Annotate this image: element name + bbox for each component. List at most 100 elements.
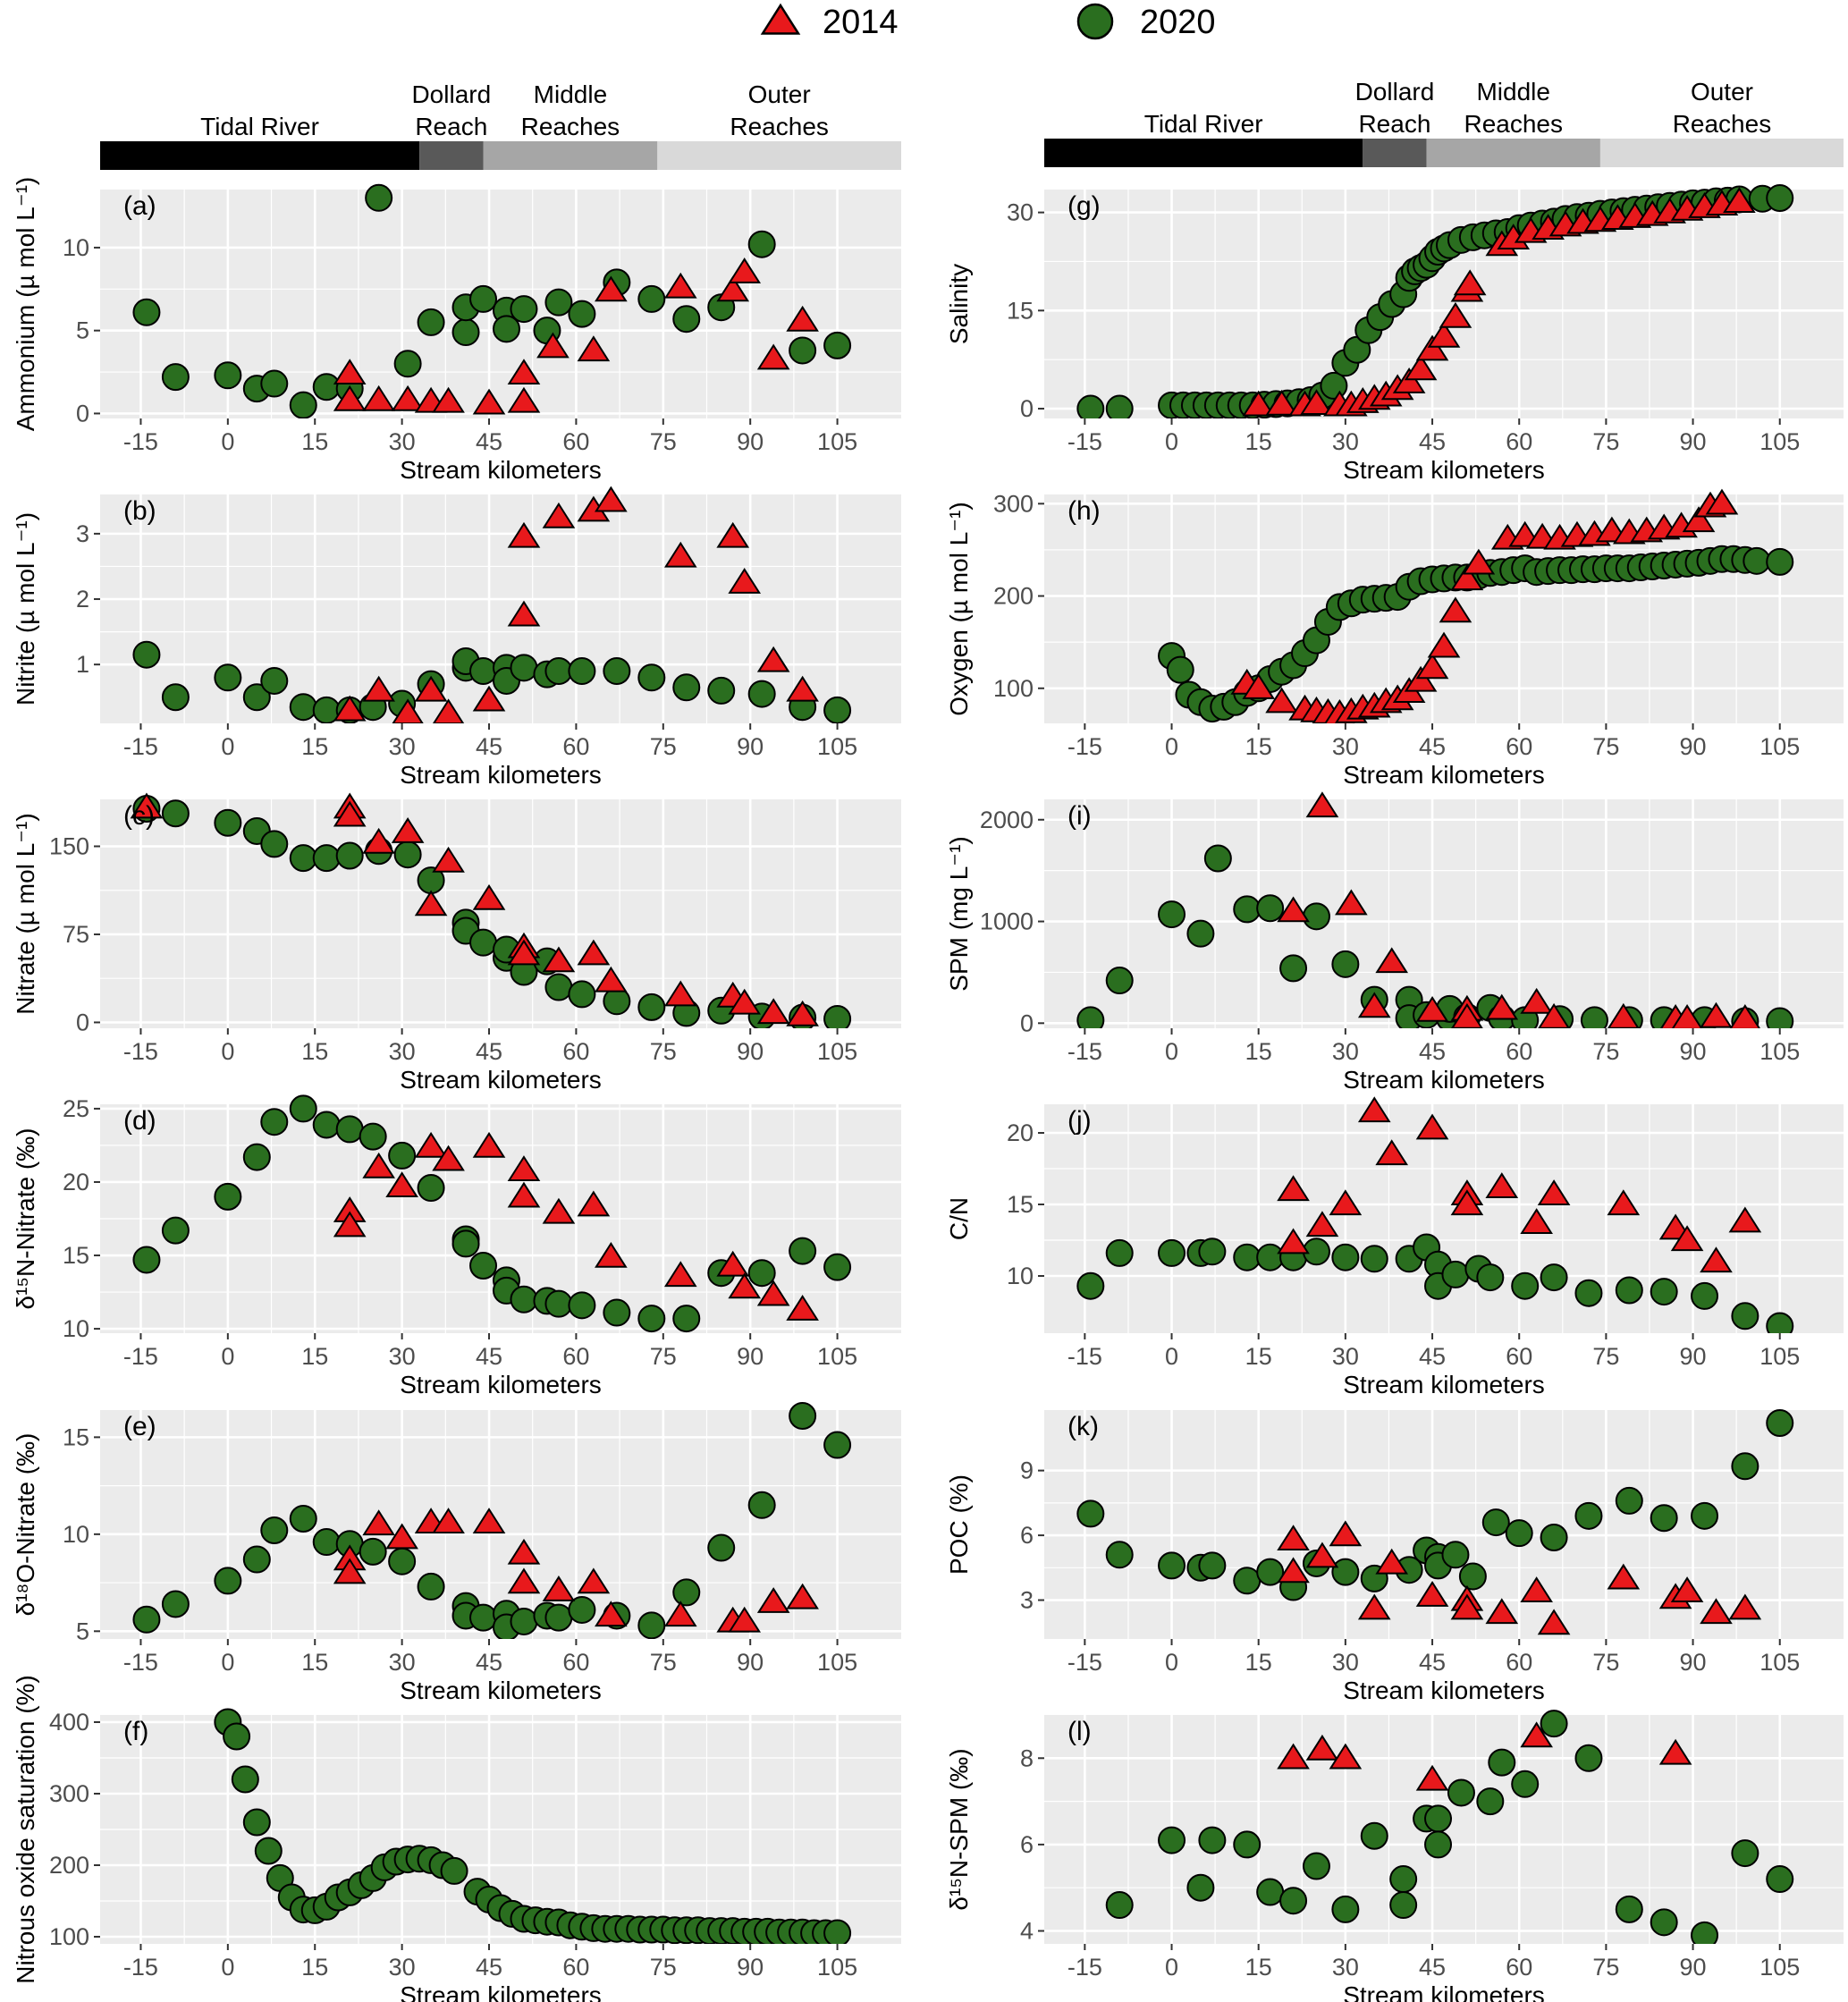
panel-letter: (c) <box>123 801 155 831</box>
point-2020 <box>1488 1748 1516 1777</box>
point-2014 <box>507 359 541 385</box>
point-2014 <box>472 883 506 910</box>
x-tick-label: 0 <box>1165 733 1178 760</box>
panel-background <box>100 799 901 1028</box>
point-2020 <box>1540 1710 1568 1738</box>
point-2014 <box>333 800 367 827</box>
point-2020 <box>603 1298 631 1327</box>
reach-bar-3-col0 <box>657 141 901 170</box>
point-2014 <box>595 275 628 302</box>
point-2020 <box>1076 1499 1105 1528</box>
x-axis-title: Stream kilometers <box>1343 761 1545 789</box>
x-tick-label: 90 <box>737 1038 764 1065</box>
x-tick-label: 90 <box>737 733 764 760</box>
point-2014 <box>1670 1576 1704 1603</box>
point-2020 <box>417 1572 445 1601</box>
x-tick-label: 15 <box>301 1038 328 1065</box>
x-tick-label: 60 <box>1506 1038 1532 1065</box>
point-2020 <box>1766 184 1794 213</box>
x-tick-label: 90 <box>1680 1343 1707 1370</box>
y-tick-label: 25 <box>63 1095 89 1122</box>
point-2020 <box>1076 394 1105 418</box>
point-2014 <box>507 386 541 413</box>
point-2020 <box>1447 1778 1475 1807</box>
point-2014 <box>577 1567 611 1594</box>
panel-background <box>1044 190 1844 418</box>
x-tick-label: 60 <box>562 1038 589 1065</box>
point-2014 <box>1682 506 1716 533</box>
point-2014 <box>1520 987 1553 1014</box>
y-axis-title: δ¹⁸O-Nitrate (‰) <box>12 1433 39 1617</box>
point-2014 <box>333 384 367 411</box>
point-2020 <box>1256 1878 1285 1906</box>
point-2014 <box>1277 1175 1310 1202</box>
point-2020 <box>1331 1558 1360 1586</box>
point-2014 <box>786 1295 819 1321</box>
y-axis-title: Ammonium (µ mol L⁻¹) <box>12 177 39 432</box>
point-2014 <box>1607 1002 1640 1028</box>
point-2020 <box>707 1533 736 1562</box>
point-2014 <box>542 1197 576 1224</box>
point-2020 <box>161 1590 190 1618</box>
panel-background <box>1044 494 1844 723</box>
point-2020 <box>1360 1821 1388 1850</box>
point-2014 <box>1277 1743 1310 1770</box>
point-2020 <box>1540 1263 1568 1292</box>
x-tick-label: 30 <box>1332 1343 1359 1370</box>
point-2014 <box>1329 1520 1363 1547</box>
point-2020 <box>214 1182 242 1211</box>
point-2014 <box>595 966 628 993</box>
x-tick-label: 45 <box>1419 1954 1446 1981</box>
x-tick-label: 30 <box>1332 1954 1359 1981</box>
point-2020 <box>1186 1873 1215 1902</box>
x-tick-label: 45 <box>1419 428 1446 455</box>
point-2020 <box>1766 1007 1794 1028</box>
x-tick-label: 0 <box>221 1954 234 1981</box>
point-2020 <box>1158 1551 1186 1580</box>
panel-k: -15 0 15 30 45 60 75 90 105 3 6 9 Stream kilometers P… <box>945 1408 1844 1704</box>
point-2014 <box>595 1601 628 1627</box>
y-axis-title: C/N <box>945 1197 973 1240</box>
reach-label-0-col1: Tidal River <box>1144 110 1263 138</box>
x-tick-label: 105 <box>1759 1038 1800 1065</box>
point-2020 <box>1766 1408 1794 1437</box>
reach-label-1-col1: Dollard <box>1355 78 1435 106</box>
points-h <box>1158 488 1794 723</box>
y-tick-label: 200 <box>49 1852 89 1879</box>
point-2014 <box>786 675 819 702</box>
y-tick-label: 8 <box>1020 1744 1034 1771</box>
x-tick-label: 15 <box>1245 1649 1272 1676</box>
x-tick-label: 90 <box>1680 428 1707 455</box>
point-2014 <box>1427 631 1461 658</box>
point-2020 <box>1186 919 1215 948</box>
x-tick-label: -15 <box>123 1343 158 1370</box>
reach-bar-3-col1 <box>1599 139 1844 167</box>
x-tick-label: 75 <box>1592 1343 1619 1370</box>
point-2020 <box>242 1808 271 1837</box>
point-2014 <box>1427 321 1461 348</box>
point-2020 <box>1731 1452 1759 1481</box>
point-2014 <box>1305 1542 1339 1568</box>
point-2020 <box>544 1289 573 1318</box>
point-2020 <box>544 288 573 317</box>
point-2014 <box>728 1272 762 1299</box>
point-2020 <box>823 1919 852 1944</box>
point-2020 <box>132 640 161 669</box>
point-2014 <box>472 388 506 415</box>
point-2014 <box>1439 596 1472 623</box>
x-tick-label: 30 <box>389 733 416 760</box>
legend-marker-2014 <box>760 3 801 35</box>
x-tick-label: -15 <box>1067 733 1102 760</box>
point-2020 <box>510 1607 538 1635</box>
point-2014 <box>1462 548 1496 575</box>
point-2020 <box>260 666 289 695</box>
x-tick-label: 105 <box>1759 733 1800 760</box>
point-2020 <box>260 369 289 398</box>
point-2020 <box>1279 954 1308 983</box>
point-2020 <box>312 844 341 873</box>
legend-label-2014: 2014 <box>823 4 899 41</box>
point-2014 <box>1520 1576 1553 1603</box>
x-tick-label: 90 <box>1680 1038 1707 1065</box>
point-2020 <box>672 305 701 334</box>
x-tick-label: 60 <box>1506 428 1532 455</box>
